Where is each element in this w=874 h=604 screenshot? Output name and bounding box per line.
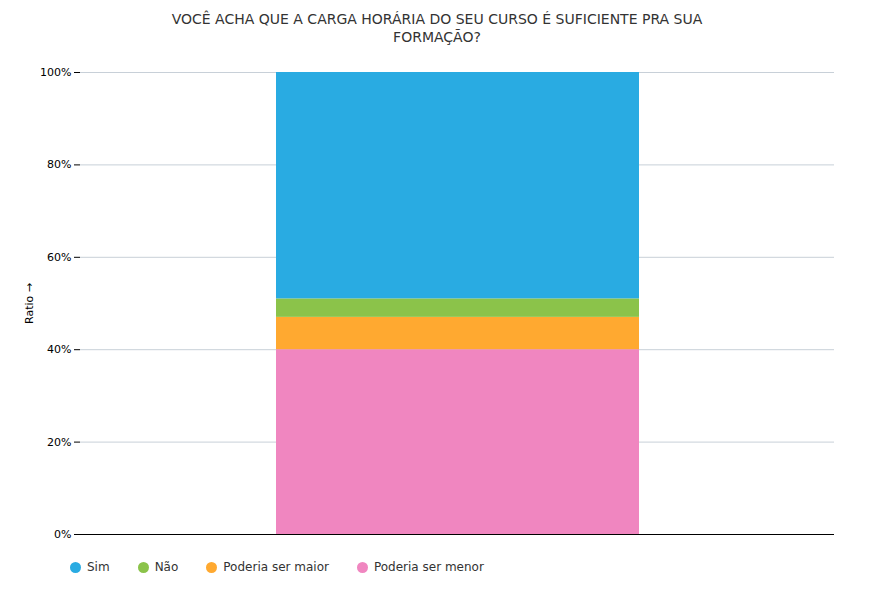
svg-text:60%: 60% <box>47 251 71 264</box>
html-text:Sim: Sim <box>87 560 110 575</box>
html-text:Poderia ser menor: Poderia ser menor <box>373 560 484 575</box>
svg-text:80%: 80% <box>47 159 71 172</box>
html-text:VOCÊ ACHA QUE A CARGA HORÁRIA: VOCÊ ACHA QUE A CARGA HORÁRIA DO SEU CUR… <box>171 11 703 46</box>
svg-text:40%: 40% <box>47 344 71 357</box>
svg-text:0%: 0% <box>54 528 71 541</box>
svg-text:Ratio →: Ratio → <box>23 283 36 324</box>
svg-text:20%: 20% <box>47 436 71 449</box>
svg-text:100%: 100% <box>40 66 71 79</box>
html-text:Não: Não <box>154 560 179 575</box>
html-text:Poderia ser maior: Poderia ser maior <box>223 560 329 575</box>
